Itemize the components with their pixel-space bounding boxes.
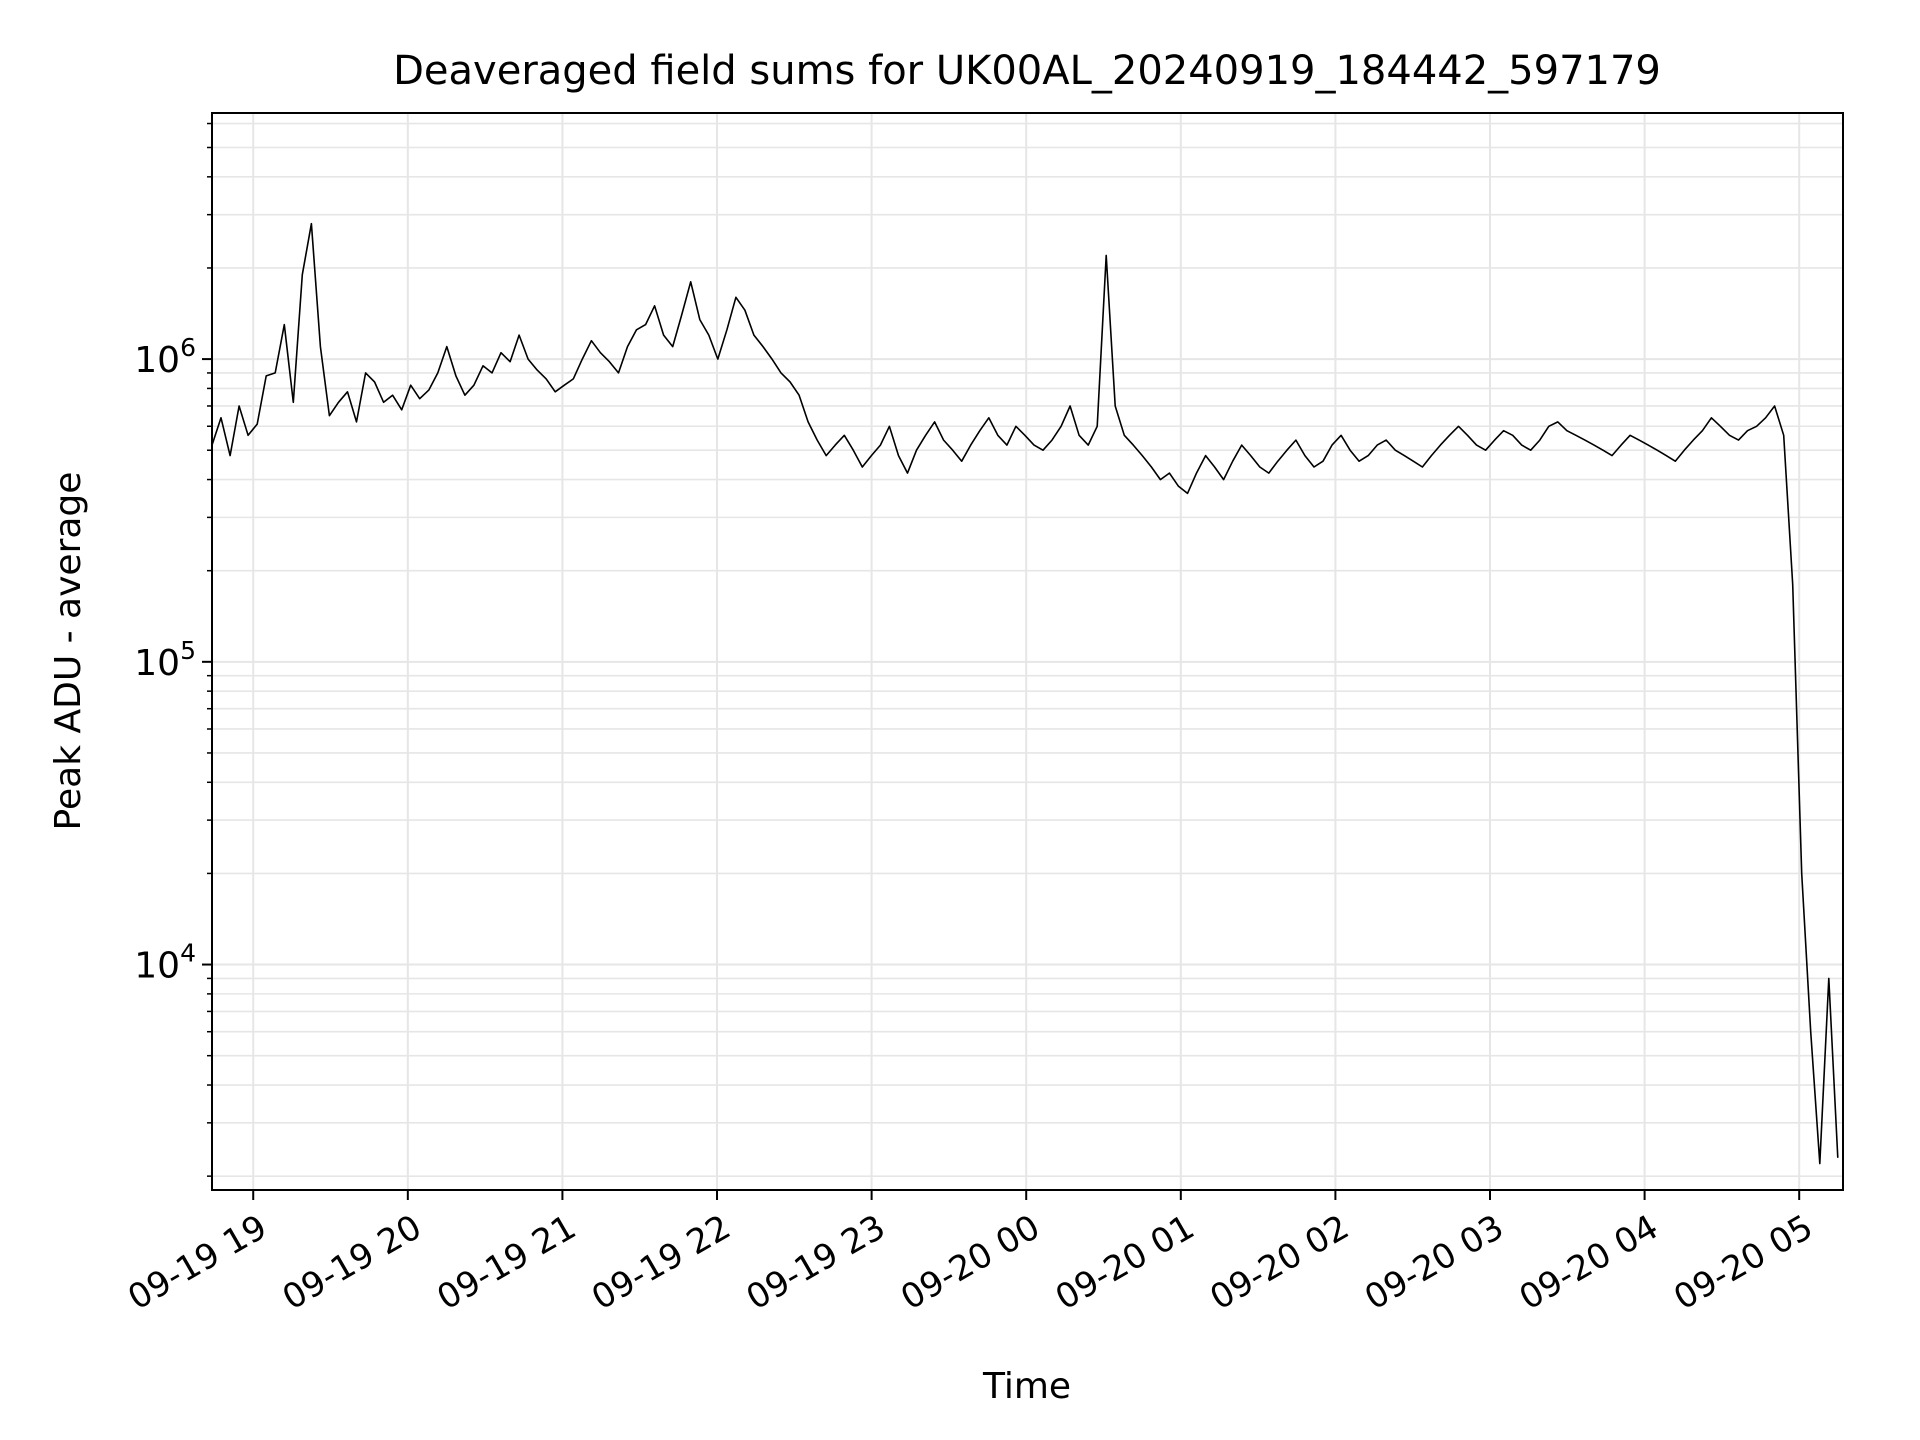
series-line [211,222,1839,1165]
y-tick-label: 104 [134,939,196,987]
y-tick-label: 106 [134,333,196,381]
x-axis-label: Time [982,1366,1071,1407]
plot-frame [211,112,1844,1191]
grid [212,113,1843,1190]
y-tick-label: 105 [134,636,196,684]
data-series [211,222,1839,1165]
chart-title: Deaveraged field sums for UK00AL_2024091… [393,48,1661,94]
y-axis-label: Peak ADU - average [48,472,89,831]
